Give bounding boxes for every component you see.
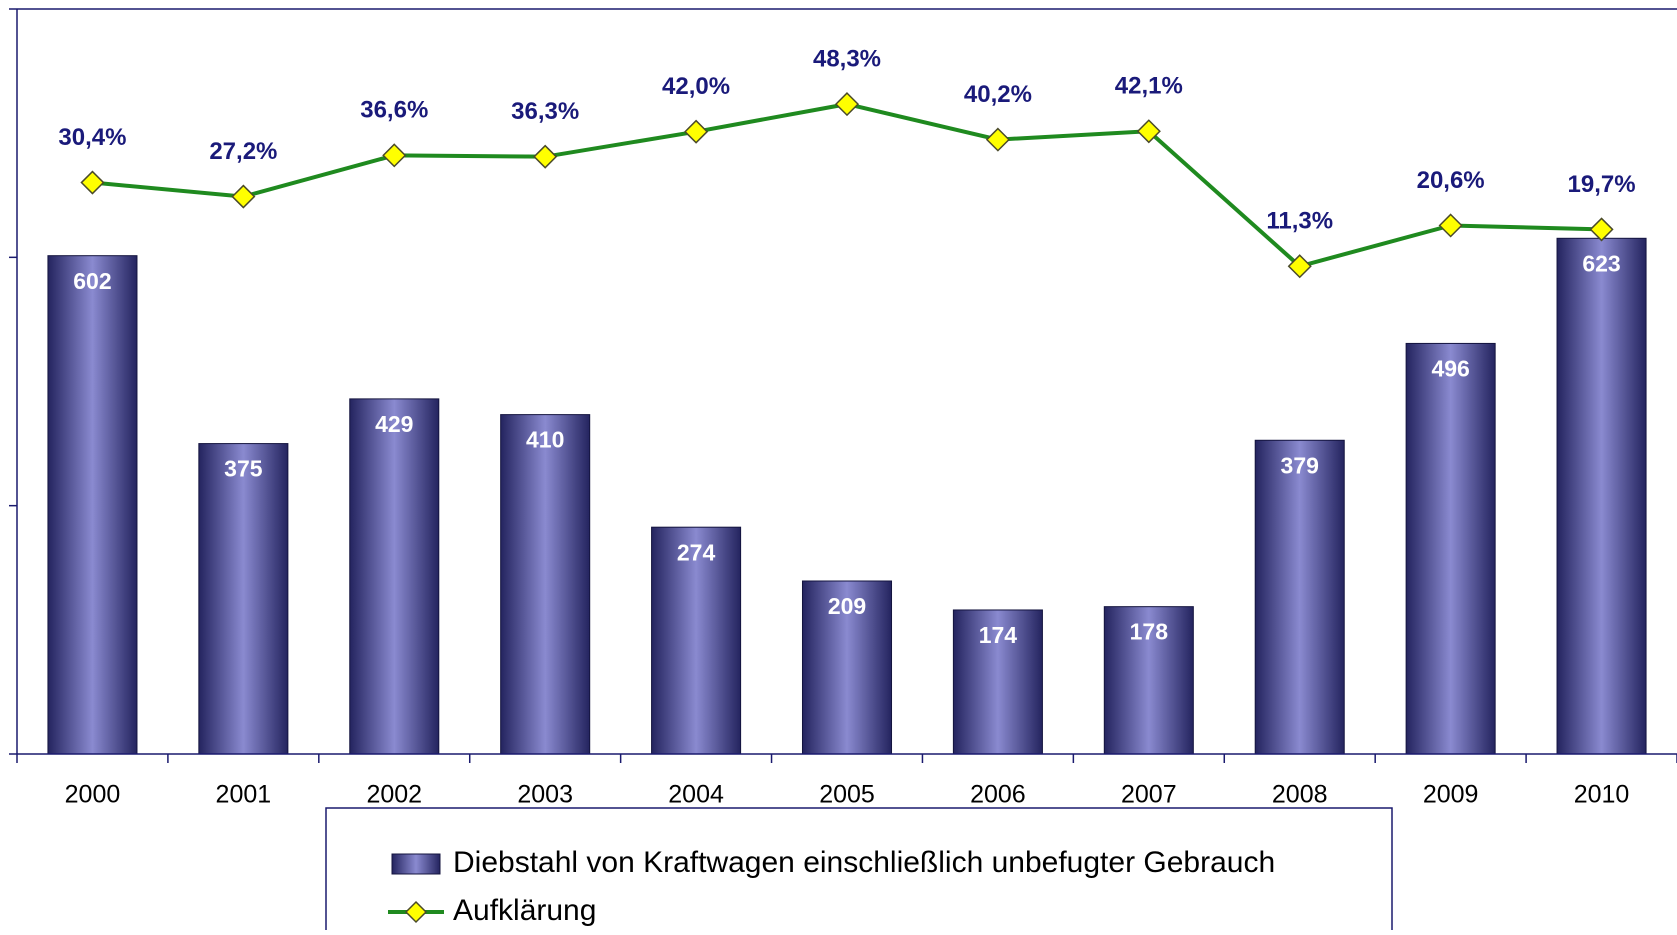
legend-swatch — [391, 853, 441, 875]
line-value-label: 27,2% — [209, 138, 277, 165]
x-tick-label: 2005 — [819, 781, 875, 809]
line-marker — [80, 170, 105, 195]
bar-value-label: 174 — [979, 622, 1018, 648]
bar-value-label: 496 — [1431, 356, 1469, 382]
line-marker — [1136, 119, 1161, 144]
line-marker — [985, 127, 1010, 152]
line-value-label: 42,1% — [1115, 73, 1183, 100]
x-tick-label: 2001 — [216, 781, 272, 809]
x-tick-label: 2002 — [366, 781, 422, 809]
line-value-label: 19,7% — [1568, 171, 1636, 198]
line-value-label: 11,3% — [1266, 208, 1333, 235]
bar-value-label: 379 — [1281, 452, 1319, 478]
legend-label: Aufklärung — [453, 894, 596, 927]
x-tick-label: 2009 — [1423, 781, 1479, 809]
x-tick-label: 2008 — [1272, 781, 1328, 809]
bar — [198, 443, 289, 755]
line-marker — [1438, 213, 1463, 238]
bar — [952, 609, 1043, 755]
line-marker — [1589, 217, 1614, 242]
line-value-label: 42,0% — [662, 73, 730, 100]
line-value-label: 48,3% — [813, 45, 881, 72]
legend: Diebstahl von Kraftwagen einschließlich … — [325, 807, 1393, 935]
line-marker — [382, 143, 407, 168]
x-tick-label: 2000 — [65, 781, 121, 809]
line-value-label: 30,4% — [58, 124, 126, 151]
x-tick-label: 2006 — [970, 781, 1026, 809]
line-marker — [834, 92, 860, 117]
bar — [1254, 439, 1345, 755]
bar — [651, 526, 742, 755]
legend-box — [325, 807, 1393, 935]
bar — [47, 255, 138, 755]
bar-value-label: 623 — [1582, 250, 1620, 276]
x-tick-label: 2007 — [1121, 781, 1177, 809]
bar-value-label: 429 — [375, 411, 413, 437]
line-value-label: 20,6% — [1417, 167, 1485, 194]
bar — [1103, 606, 1194, 755]
line-value-label: 36,6% — [360, 97, 428, 124]
legend-marker — [404, 900, 428, 924]
bar-value-label: 375 — [224, 456, 263, 482]
legend-label: Diebstahl von Kraftwagen einschließlich … — [453, 846, 1275, 879]
x-tick-label: 2010 — [1574, 781, 1630, 809]
bar — [1556, 237, 1647, 755]
bar — [801, 580, 893, 755]
line — [92, 102, 1602, 269]
line-marker — [684, 119, 709, 144]
line-marker — [231, 184, 256, 209]
bar-value-label: 178 — [1130, 619, 1169, 645]
line-marker — [1287, 254, 1312, 279]
x-tick-label: 2003 — [517, 781, 573, 809]
bar — [500, 414, 591, 755]
bar — [349, 398, 440, 755]
x-tick-label: 2004 — [668, 781, 724, 809]
line-value-label: 40,2% — [964, 81, 1032, 108]
bar-value-label: 209 — [828, 593, 866, 619]
line-value-label: 36,3% — [511, 98, 579, 125]
bar-value-label: 602 — [73, 268, 111, 294]
bar-value-label: 274 — [677, 539, 716, 565]
bar — [1405, 342, 1496, 755]
line-marker — [533, 144, 558, 169]
bar-value-label: 410 — [526, 427, 564, 453]
